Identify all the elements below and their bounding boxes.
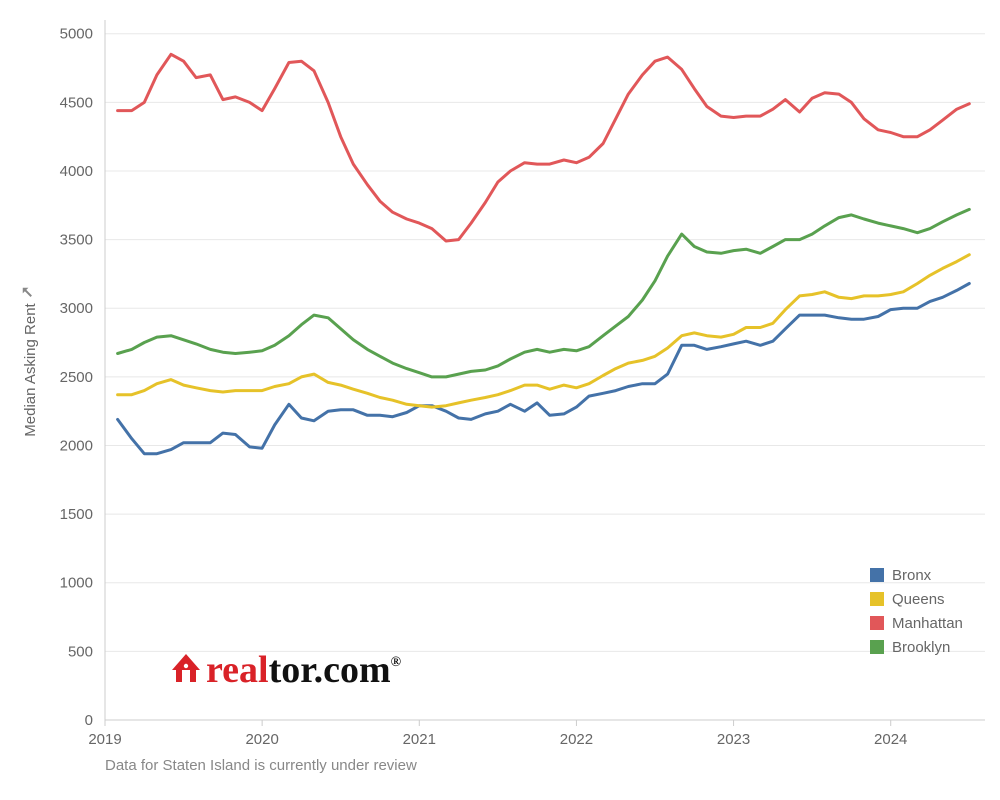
y-tick-label: 500 [68,643,93,660]
legend-swatch-manhattan [870,616,884,630]
series-queens [118,255,970,407]
y-tick-label: 5000 [60,26,93,43]
y-tick-label: 0 [85,712,93,729]
x-tick-label: 2023 [717,731,750,748]
legend-swatch-bronx [870,568,884,582]
series-bronx [118,284,970,454]
series-manhattan [118,54,970,241]
pin-icon [20,285,34,299]
chart-container: 0 500 1000 1500 2000 2500 3000 3500 4000 4500 5000… [0,0,1000,800]
footnote: Data for Staten Island is currently unde… [105,757,417,774]
x-tick-label: 2021 [403,731,436,748]
legend-label-bronx: Bronx [892,567,932,584]
legend-label-manhattan: Manhattan [892,615,963,632]
x-tick-label: 2020 [245,731,278,748]
series-brooklyn [118,209,970,377]
realtor-logo: realtor.com® [172,649,402,691]
y-tick-label: 4500 [60,94,93,111]
y-tick-label: 2500 [60,369,93,386]
legend-label-brooklyn: Brooklyn [892,639,950,656]
y-tick-label: 1500 [60,506,93,523]
y-tick-label: 3000 [60,300,93,317]
legend-swatch-brooklyn [870,640,884,654]
legend-label-queens: Queens [892,591,945,608]
y-tick-label: 3500 [60,232,93,249]
logo-text: realtor.com® [206,649,402,691]
y-tick-label: 4000 [60,163,93,180]
legend-swatch-queens [870,592,884,606]
x-tick-label: 2019 [88,731,121,748]
y-tick-label: 1000 [60,575,93,592]
y-axis-title: Median Asking Rent [22,302,39,436]
line-chart: 0 500 1000 1500 2000 2500 3000 3500 4000 4500 5000… [0,0,1000,800]
y-tick-label: 2000 [60,437,93,454]
x-tick-label: 2022 [560,731,593,748]
x-tick-label: 2024 [874,731,907,748]
